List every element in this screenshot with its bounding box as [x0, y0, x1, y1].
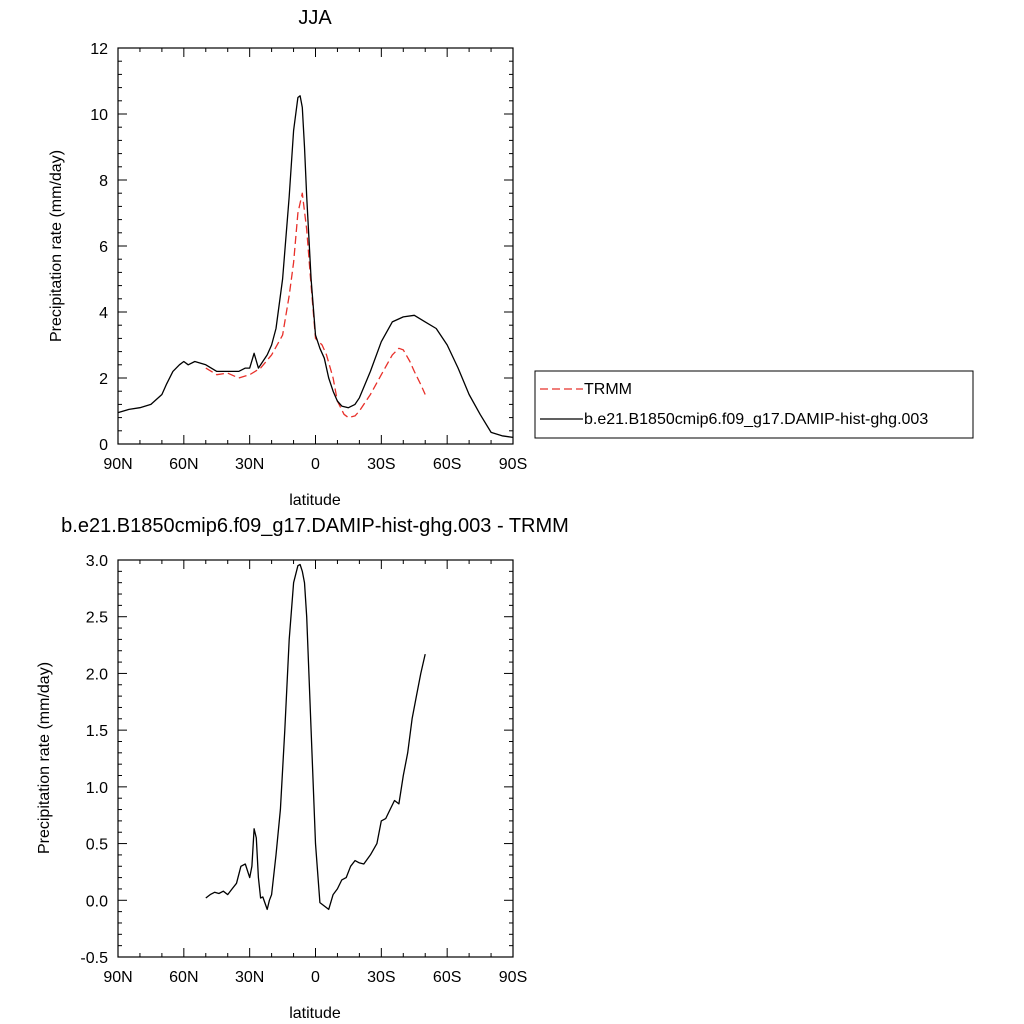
top-panel-y-tick-label: 8 — [99, 173, 108, 190]
top-panel-series-line-0 — [205, 192, 426, 419]
bottom-panel-x-tick-label: 30S — [367, 969, 395, 986]
top-panel-series — [117, 95, 514, 439]
top-panel-x-tick-label: 90S — [499, 456, 527, 473]
bottom-panel-y-tick-label: 2.0 — [86, 666, 108, 683]
bottom-panel-y-tick-label: 3.0 — [86, 553, 108, 570]
top-panel-frame — [117, 47, 514, 445]
top-panel-x-axis-label: latitude — [289, 492, 341, 509]
bottom-panel-title: b.e21.B1850cmip6.f09_g17.DAMIP-hist-ghg.… — [61, 515, 569, 537]
bottom-panel-series — [205, 563, 426, 911]
bottom-panel-y-tick-label: 2.5 — [86, 610, 108, 627]
top-panel-x-tick-label: 30S — [367, 456, 395, 473]
bottom-panel: b.e21.B1850cmip6.f09_g17.DAMIP-hist-ghg.… — [36, 515, 569, 1022]
top-panel-x-tick-label: 30N — [235, 456, 264, 473]
bottom-panel-y-tick-label: 0.5 — [86, 837, 108, 854]
top-panel-x-tick-label: 0 — [311, 456, 320, 473]
legend-box — [534, 370, 974, 439]
top-panel-x-tick-label: 60S — [433, 456, 461, 473]
top-panel-title: JJA — [298, 7, 332, 29]
top-panel-y-tick-label: 2 — [99, 371, 108, 388]
top-panel-y-tick-label: 10 — [90, 107, 108, 124]
bottom-panel-x-tick-label: 60S — [433, 969, 461, 986]
top-panel: JJA 90N 60N 30N 0 30S 60S 90S 0 2 4 6 8 10 12 latitud… — [48, 7, 527, 509]
top-panel-y-tick-label: 0 — [99, 437, 108, 454]
bottom-panel-x-tick-label: 0 — [311, 969, 320, 986]
bottom-panel-y-tick-label: 0.0 — [86, 893, 108, 910]
legend-model-label: b.e21.B1850cmip6.f09_g17.DAMIP-hist-ghg.… — [584, 411, 928, 428]
bottom-panel-ticks: 90N 60N 30N 0 30S 60S 90S -0.5 0.0 0.5 1.0 1.5 2.0 2.… — [80, 553, 527, 986]
top-panel-x-tick-label: 90N — [103, 456, 132, 473]
bottom-panel-y-tick-label: 1.5 — [86, 723, 108, 740]
bottom-panel-frame — [117, 559, 514, 958]
top-panel-x-tick-label: 60N — [169, 456, 198, 473]
legend-trmm-label: TRMM — [584, 381, 632, 398]
bottom-panel-y-axis-label: Precipitation rate (mm/day) — [36, 662, 53, 854]
top-panel-y-tick-label: 12 — [90, 41, 108, 58]
bottom-panel-x-tick-label: 30N — [235, 969, 264, 986]
bottom-panel-x-tick-label: 90N — [103, 969, 132, 986]
top-panel-y-tick-label: 4 — [99, 305, 108, 322]
top-panel-y-tick-label: 6 — [99, 239, 108, 256]
top-panel-y-axis-label: Precipitation rate (mm/day) — [48, 150, 65, 342]
bottom-panel-x-axis-label: latitude — [289, 1005, 341, 1022]
top-panel-ticks: 90N 60N 30N 0 30S 60S 90S 0 2 4 6 8 10 12 — [90, 41, 527, 473]
top-panel-series-line-1 — [117, 95, 514, 439]
bottom-panel-y-tick-label: -0.5 — [80, 950, 108, 967]
bottom-panel-x-tick-label: 60N — [169, 969, 198, 986]
legend: TRMM b.e21.B1850cmip6.f09_g17.DAMIP-hist… — [534, 370, 974, 439]
bottom-panel-series-line-0 — [205, 563, 426, 911]
bottom-panel-x-tick-label: 90S — [499, 969, 527, 986]
bottom-panel-y-tick-label: 1.0 — [86, 780, 108, 797]
